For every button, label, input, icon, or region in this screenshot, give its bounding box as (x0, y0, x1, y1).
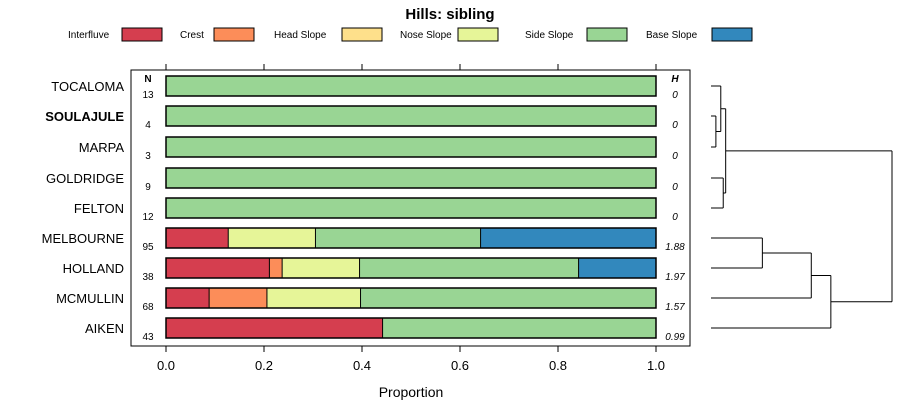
bar-mcmullin-crest (209, 288, 267, 308)
legend: Interfluve Crest Head Slope Nose Slope Side … (68, 27, 753, 42)
n-value-goldridge: 9 (145, 182, 151, 193)
legend-swatch-crest (213, 27, 255, 42)
bar-marpa-side-slope (166, 137, 656, 157)
legend-label-crest: Crest (180, 30, 204, 41)
bar-outline-melbourne (165, 227, 657, 249)
row-label-felton: FELTON (74, 201, 124, 216)
legend-swatch-nose-slope (457, 27, 499, 42)
row-label-tocaloma: TOCALOMA (51, 79, 124, 94)
n-value-soulajule: 4 (145, 120, 151, 131)
bar-holland-interfluve (166, 258, 270, 278)
bar-outline-holland (165, 257, 657, 279)
bar-mcmullin-nose-slope (266, 288, 361, 308)
h-value-marpa: 0 (672, 151, 678, 162)
bar-outline-goldridge (165, 167, 657, 189)
x-tick-label: 0.6 (451, 358, 469, 373)
bar-outline-soulajule (165, 105, 657, 127)
n-value-melbourne: 95 (142, 242, 154, 253)
x-tick-label: 1.0 (647, 358, 665, 373)
bar-felton-side-slope (166, 198, 656, 218)
chart-title: Hills: sibling (405, 6, 494, 23)
bar-aiken-interfluve (166, 318, 383, 338)
bar-melbourne-nose-slope (228, 228, 316, 248)
h-value-melbourne: 1.88 (665, 242, 685, 253)
bar-holland-nose-slope (282, 258, 360, 278)
bar-mcmullin-side-slope (360, 288, 656, 308)
h-value-holland: 1.97 (665, 272, 685, 283)
n-header: N (144, 74, 151, 85)
bar-melbourne-side-slope (315, 228, 481, 248)
h-value-tocaloma: 0 (672, 90, 678, 101)
legend-label-base-slope: Base Slope (646, 30, 698, 41)
h-value-mcmullin: 1.57 (665, 302, 685, 313)
row-labels: TOCALOMA 13 0 SOULAJULE 4 0 MARPA 3 0 GOLDRIDGE 9 0… (42, 79, 686, 343)
legend-swatch-base-slope (711, 27, 753, 42)
bar-holland-crest (269, 258, 283, 278)
legend-swatch-head-slope (341, 27, 383, 42)
bar-melbourne-base-slope (480, 228, 656, 248)
n-value-holland: 38 (142, 272, 154, 283)
legend-label-nose-slope: Nose Slope (400, 30, 452, 41)
bar-melbourne-interfluve (166, 228, 229, 248)
bar-outline-aiken (165, 317, 657, 339)
row-label-holland: HOLLAND (63, 261, 124, 276)
row-label-aiken: AIKEN (85, 321, 124, 336)
x-tick-label: 0.8 (549, 358, 567, 373)
bar-outline-felton (165, 197, 657, 219)
legend-swatch-side-slope (586, 27, 628, 42)
legend-label-head-slope: Head Slope (274, 30, 327, 41)
bar-soulajule-side-slope (166, 106, 656, 126)
bar-holland-side-slope (359, 258, 579, 278)
bar-holland-base-slope (578, 258, 656, 278)
bars (165, 75, 657, 339)
plot-panel (130, 69, 691, 347)
n-value-mcmullin: 68 (142, 302, 154, 313)
x-axis: 0.0 0.2 0.4 0.6 0.8 1.0 (157, 64, 665, 373)
h-value-aiken: 0.99 (665, 332, 685, 343)
h-value-soulajule: 0 (672, 120, 678, 131)
n-value-aiken: 43 (142, 332, 154, 343)
x-tick-label: 0.4 (353, 358, 371, 373)
x-axis-label: Proportion (379, 384, 444, 400)
row-label-melbourne: MELBOURNE (42, 231, 125, 246)
h-value-felton: 0 (672, 212, 678, 223)
dendrogram (711, 85, 893, 329)
row-label-mcmullin: MCMULLIN (56, 291, 124, 306)
bar-outline-tocaloma (165, 75, 657, 97)
row-label-marpa: MARPA (79, 140, 125, 155)
n-value-felton: 12 (142, 212, 154, 223)
bar-goldridge-side-slope (166, 168, 656, 188)
row-label-soulajule: SOULAJULE (45, 109, 124, 124)
n-value-tocaloma: 13 (142, 90, 154, 101)
h-value-goldridge: 0 (672, 182, 678, 193)
bar-mcmullin-interfluve (166, 288, 210, 308)
x-tick-label: 0.2 (255, 358, 273, 373)
bar-outline-marpa (165, 136, 657, 158)
bar-outline-mcmullin (165, 287, 657, 309)
legend-swatch-interfluve (121, 27, 163, 42)
h-header: H (671, 74, 679, 85)
legend-label-side-slope: Side Slope (525, 30, 574, 41)
legend-label-interfluve: Interfluve (68, 30, 110, 41)
x-tick-label: 0.0 (157, 358, 175, 373)
bar-tocaloma-side-slope (166, 76, 656, 96)
n-value-marpa: 3 (145, 151, 151, 162)
row-label-goldridge: GOLDRIDGE (46, 171, 124, 186)
bar-aiken-side-slope (382, 318, 656, 338)
